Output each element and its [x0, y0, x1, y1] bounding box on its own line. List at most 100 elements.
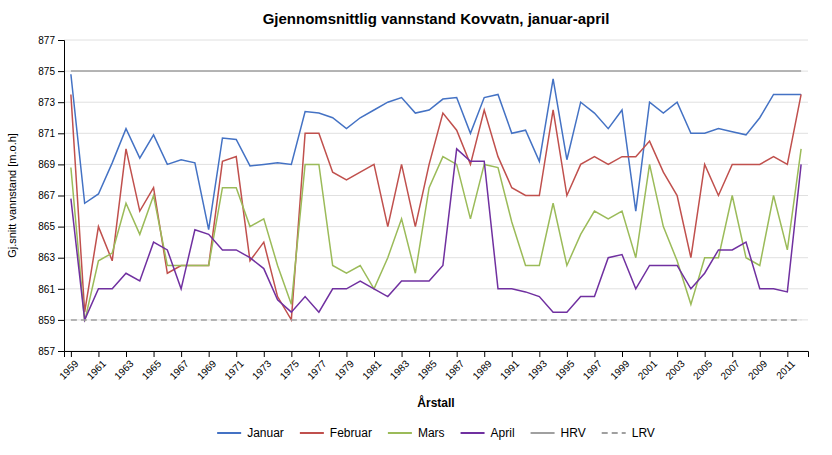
x-tick: 1961	[85, 351, 109, 382]
y-tick: 861	[38, 284, 64, 295]
plot: 1959196119631965196719691971197319751977…	[38, 35, 808, 382]
x-tick-label: 1977	[305, 358, 329, 382]
y-tick-mark	[58, 40, 64, 41]
x-tick-mark	[787, 351, 788, 357]
x-tick-label: 1965	[140, 358, 164, 382]
x-tick-mark	[567, 351, 568, 357]
x-tick-mark	[594, 351, 595, 357]
x-tick: 1985	[415, 351, 439, 382]
x-tick-mark	[71, 351, 72, 357]
legend-item: Februar	[300, 426, 372, 440]
x-tick-mark	[126, 351, 127, 357]
x-tick-mark	[539, 351, 540, 357]
grid-line	[64, 71, 808, 72]
legend-label: Februar	[330, 426, 372, 440]
y-tick-label: 863	[38, 252, 55, 263]
x-tick-label: 2001	[636, 358, 660, 382]
x-tick-mark	[512, 351, 513, 357]
y-tick: 865	[38, 221, 64, 232]
legend-item: Mars	[388, 426, 445, 440]
y-tick-mark	[58, 351, 64, 352]
grid-line	[64, 226, 808, 227]
x-tick: 2011	[774, 351, 797, 381]
grid	[64, 40, 808, 351]
y-tick-mark	[58, 258, 64, 259]
y-tick-mark	[58, 227, 64, 228]
x-tick: 1959	[57, 351, 81, 382]
x-tick-label: 2005	[691, 358, 715, 382]
x-tick-label: 1989	[470, 358, 494, 382]
y-tick-label: 871	[38, 128, 55, 139]
y-tick-label: 875	[38, 66, 55, 77]
x-tick-mark	[346, 351, 347, 357]
legend: JanuarFebruarMarsAprilHRVLRV	[217, 426, 655, 440]
y-tick: 867	[38, 190, 64, 201]
x-axis-line	[65, 352, 809, 358]
y-axis-line	[58, 41, 65, 352]
grid-line	[64, 319, 808, 320]
x-tick-label: 1987	[443, 358, 467, 382]
x-tick-label: 1979	[333, 358, 357, 382]
y-tick: 857	[38, 346, 64, 357]
x-tick-mark	[732, 351, 733, 357]
x-tick-label: 1961	[85, 358, 109, 382]
y-tick-mark	[58, 164, 64, 165]
x-tick: 1987	[443, 351, 467, 382]
x-tick-label: 2011	[774, 358, 797, 381]
legend-swatch	[217, 432, 241, 434]
x-tick-mark	[760, 351, 761, 357]
y-tick-label: 873	[38, 97, 55, 108]
legend-label: HRV	[561, 426, 586, 440]
x-tick: 1965	[140, 351, 164, 382]
y-tick: 873	[38, 97, 64, 108]
x-tick: 2007	[718, 351, 742, 382]
y-axis-title: Gj.snitt vannstand [m.o.h]	[6, 133, 18, 258]
x-tick-mark	[154, 351, 155, 357]
x-tick: 1973	[250, 351, 274, 382]
x-tick: 1971	[222, 351, 246, 382]
grid-line	[64, 164, 808, 165]
x-axis: 1959196119631965196719691971197319751977…	[57, 351, 808, 382]
x-tick-label: 1963	[112, 358, 136, 382]
y-tick-label: 859	[38, 315, 55, 326]
x-tick: 1969	[195, 351, 219, 382]
x-tick-mark	[236, 351, 237, 357]
y-axis: 857859861863865867869871873875877	[38, 35, 64, 357]
x-tick: 1975	[278, 351, 302, 382]
x-tick-mark	[291, 351, 292, 357]
grid-line	[64, 257, 808, 258]
x-tick-mark	[181, 351, 182, 357]
series-line	[71, 94, 801, 319]
x-tick-mark	[264, 351, 265, 357]
x-tick: 2001	[636, 351, 660, 382]
x-tick-label: 2003	[663, 358, 687, 382]
chart: 1959196119631965196719691971197319751977…	[0, 0, 832, 455]
x-tick-label: 1999	[608, 358, 632, 382]
legend-item: LRV	[602, 426, 655, 440]
x-tick-label: 1981	[360, 358, 384, 382]
lines	[71, 71, 801, 321]
x-tick-mark	[650, 351, 651, 357]
legend-swatch	[531, 432, 555, 434]
legend-item: Januar	[217, 426, 284, 440]
x-tick-label: 1975	[278, 358, 302, 382]
x-tick-mark	[622, 351, 623, 357]
y-tick-mark	[58, 102, 64, 103]
x-tick-mark	[484, 351, 485, 357]
x-tick-label: 1995	[553, 358, 577, 382]
x-tick: 1979	[333, 351, 357, 382]
legend-label: LRV	[632, 426, 655, 440]
x-tick-label: 1993	[526, 358, 550, 382]
series-line	[71, 149, 801, 322]
x-tick: 2003	[663, 351, 687, 382]
x-tick: 1983	[388, 351, 412, 382]
y-tick-label: 861	[38, 284, 55, 295]
x-tick-label: 1969	[195, 358, 219, 382]
x-tick-mark	[374, 351, 375, 357]
y-tick-label: 877	[38, 35, 55, 46]
series-line	[71, 74, 801, 230]
series-line	[71, 319, 801, 321]
x-tick: 1967	[167, 351, 191, 382]
y-tick-mark	[58, 320, 64, 321]
x-tick-label: 1985	[415, 358, 439, 382]
